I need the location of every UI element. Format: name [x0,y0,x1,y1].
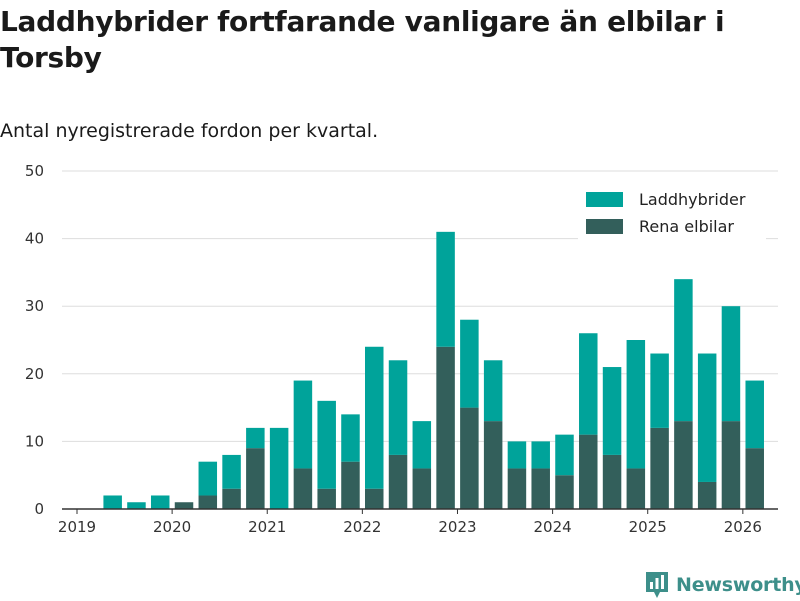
bar-laddhybrider-2021Q2 [293,380,313,469]
bar-laddhybrider-2021Q4 [341,414,360,462]
bar-rena-elbilar-2025Q2 [674,421,693,509]
y-tick-label-30: 30 [25,297,44,315]
bar-laddhybrider-2019Q3 [127,502,146,509]
bar-rena-elbilar-2023Q1 [460,407,479,509]
bar-laddhybrider-2020Q2 [198,461,218,496]
x-tick-label-2025: 2025 [629,518,667,536]
bar-laddhybrider-2025Q3 [697,353,717,482]
bar-rena-elbilar-2020Q2 [198,495,218,509]
y-tick-label-40: 40 [25,230,44,248]
bar-laddhybrider-2019Q4 [150,495,170,509]
axis-layer: 0 10 20 30 40 50 2019 2020 2021 2022 2023 2024 2025 2… [25,162,778,536]
y-tick-label-20: 20 [25,365,44,383]
bar-laddhybrider-2019Q2 [103,495,122,509]
bar-laddhybrider-2024Q3 [602,367,622,455]
legend-label-laddhybrider: Laddhybrider [639,190,746,209]
bar-laddhybrider-2026Q1 [745,380,764,449]
bar-rena-elbilar-2022Q2 [388,454,408,509]
bar-rena-elbilar-2024Q1 [555,475,574,509]
bar-laddhybrider-2020Q4 [246,427,265,449]
bar-laddhybrider-2022Q3 [412,421,432,469]
bar-laddhybrider-2024Q2 [579,333,598,435]
bar-rena-elbilar-2021Q2 [293,468,313,509]
bar-laddhybrider-2021Q1 [269,427,289,509]
brand-name: Newsworthy [676,574,800,596]
legend: Laddhybrider Rena elbilar [578,184,766,240]
bar-rena-elbilar-2025Q1 [650,427,669,509]
bar-rena-elbilar-2020Q4 [246,448,265,509]
bar-laddhybrider-2025Q2 [674,279,693,422]
bar-rena-elbilar-2021Q4 [341,461,360,509]
bar-rena-elbilar-2022Q4 [436,346,455,509]
bar-chart-icon [646,572,668,598]
bar-rena-elbilar-2026Q1 [745,448,764,509]
legend-swatch-rena-elbilar [586,219,623,234]
legend-label-rena-elbilar: Rena elbilar [639,217,734,236]
x-tick-label-2026: 2026 [724,518,762,536]
bar-laddhybrider-2025Q1 [650,353,669,428]
chart-title: Laddhybrider fortfarande vanligare än el… [0,5,725,74]
bar-laddhybrider-2023Q2 [483,360,503,422]
bar-laddhybrider-2023Q1 [460,319,479,408]
bar-rena-elbilar-2022Q1 [365,488,384,509]
bar-rena-elbilar-2023Q2 [483,421,503,509]
x-tick-label-2024: 2024 [534,518,572,536]
y-tick-label-10: 10 [25,432,44,450]
bar-laddhybrider-2024Q4 [626,340,646,469]
chart-subtitle: Antal nyregistrerade fordon per kvartal. [0,120,379,142]
newsworthy-logo: Newsworthy [644,569,800,601]
x-tick-label-2020: 2020 [153,518,191,536]
bar-laddhybrider-2022Q1 [365,346,384,489]
bar-rena-elbilar-2024Q2 [579,434,598,509]
bar-laddhybrider-2022Q2 [388,360,408,455]
bar-rena-elbilar-2024Q4 [626,468,646,509]
bar-rena-elbilar-2025Q4 [721,421,741,509]
bar-rena-elbilar-2022Q3 [412,468,432,509]
bar-rena-elbilar-2025Q3 [697,481,717,509]
bar-laddhybrider-2023Q3 [507,441,527,469]
bar-rena-elbilar-2023Q4 [531,468,550,509]
bar-laddhybrider-2022Q4 [436,231,455,347]
y-tick-label-50: 50 [25,162,44,180]
bar-laddhybrider-2024Q1 [555,434,574,476]
legend-swatch-laddhybrider [586,192,623,207]
bar-rena-elbilar-2021Q3 [317,488,336,509]
bar-laddhybrider-2021Q3 [317,400,336,489]
bar-rena-elbilar-2020Q3 [222,488,241,509]
bar-laddhybrider-2020Q3 [222,454,241,489]
x-tick-label-2023: 2023 [438,518,476,536]
bar-rena-elbilar-2020Q1 [174,502,194,509]
x-tick-label-2022: 2022 [343,518,381,536]
bar-rena-elbilar-2023Q3 [507,468,527,509]
bar-rena-elbilar-2024Q3 [602,454,622,509]
x-tick-label-2021: 2021 [248,518,286,536]
y-tick-label-0: 0 [34,500,44,518]
bar-laddhybrider-2025Q4 [721,306,741,422]
bars-layer [103,231,764,509]
bar-laddhybrider-2023Q4 [531,441,550,469]
x-tick-label-2019: 2019 [58,518,96,536]
